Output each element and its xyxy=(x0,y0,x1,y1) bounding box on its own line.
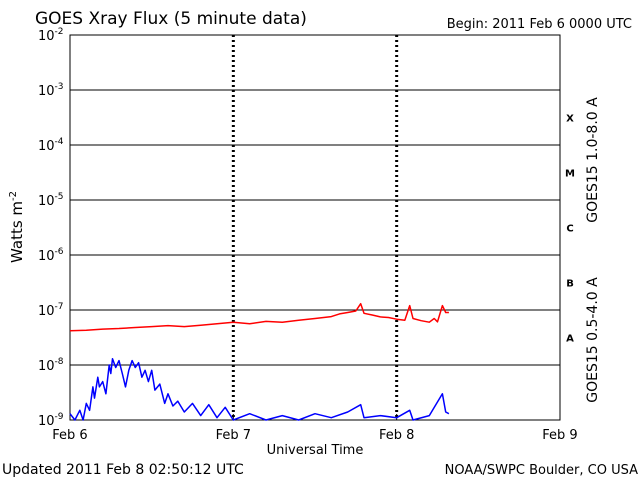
flare-class-label: C xyxy=(566,224,573,235)
y-axis-label-base: Watts m xyxy=(8,201,26,263)
flare-class-label: B xyxy=(566,279,574,290)
begin-label: Begin: 2011 Feb 6 0000 UTC xyxy=(447,17,632,32)
flare-class-label: X xyxy=(566,114,574,125)
y-tick-label: 10-5 xyxy=(38,192,64,209)
x-tick-label: Feb 8 xyxy=(379,428,414,443)
series-line-0 xyxy=(69,302,449,332)
footer-source: NOAA/SWPC Boulder, CO USA xyxy=(445,463,638,478)
legend-long-channel: GOES15 1.0-8.0 A xyxy=(585,97,601,223)
footer-updated: Updated 2011 Feb 8 02:50:12 UTC xyxy=(2,462,244,478)
y-tick-label: 10-6 xyxy=(38,247,64,264)
y-tick-label: 10-8 xyxy=(38,357,64,374)
series-lines xyxy=(69,302,450,421)
y-axis: 10-2 10-3 10-4 10-5 10-6 10-7 10-8 10-9 xyxy=(38,27,560,429)
x-axis: Feb 6 Feb 7 Feb 8 Feb 9 xyxy=(52,414,578,443)
y-tick-label: 10-4 xyxy=(38,137,64,154)
y-tick-label: 10-9 xyxy=(38,412,64,429)
y-tick-label: 10-7 xyxy=(38,302,64,319)
y-tick-label: 10-2 xyxy=(38,27,64,44)
gridlines xyxy=(70,89,560,366)
day-dividers xyxy=(231,35,399,420)
flare-class-labels: X M C B A xyxy=(565,114,575,345)
legend-short-channel: GOES15 0.5-4.0 A xyxy=(585,277,601,403)
y-axis-label-exponent: -2 xyxy=(8,191,19,201)
y-axis-label: Watts m-2 xyxy=(8,191,26,263)
x-tick-label: Feb 9 xyxy=(542,428,577,443)
y-tick-label: 10-3 xyxy=(38,82,64,99)
x-tick-label: Feb 6 xyxy=(52,428,87,443)
chart-title: GOES Xray Flux (5 minute data) xyxy=(35,9,307,29)
x-tick-label: Feb 7 xyxy=(216,428,251,443)
series-line-1 xyxy=(69,357,450,421)
flare-class-label: M xyxy=(565,169,575,180)
flare-class-label: A xyxy=(566,334,574,345)
plot-area xyxy=(69,34,561,421)
x-axis-label: Universal Time xyxy=(267,443,364,458)
